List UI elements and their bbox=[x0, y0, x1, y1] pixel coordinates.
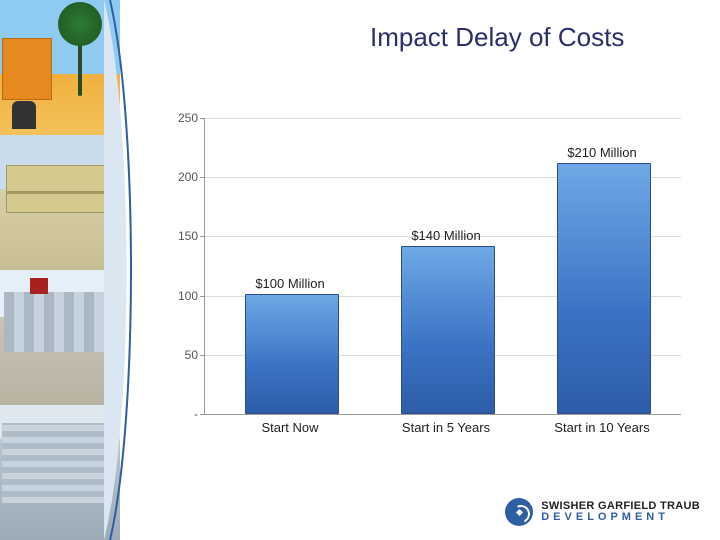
bar bbox=[557, 163, 651, 414]
bar-value-label: $210 Million bbox=[522, 145, 682, 160]
y-tick-label: 100 bbox=[158, 289, 198, 303]
bar bbox=[401, 246, 495, 414]
brand-tagline: DEVELOPMENT bbox=[541, 512, 700, 523]
x-category-label: Start in 10 Years bbox=[522, 420, 682, 435]
logo-text: SWISHER GARFIELD TRAUB DEVELOPMENT bbox=[541, 501, 700, 523]
plot-area bbox=[204, 118, 681, 415]
y-tick-mark bbox=[200, 296, 204, 297]
y-tick-mark bbox=[200, 236, 204, 237]
left-image-strip bbox=[0, 0, 120, 540]
strip-image-4 bbox=[0, 405, 120, 540]
strip-image-1 bbox=[0, 0, 120, 135]
x-category-label: Start Now bbox=[210, 420, 370, 435]
bar-value-label: $140 Million bbox=[366, 228, 526, 243]
y-tick-label: 150 bbox=[158, 229, 198, 243]
slide-title: Impact Delay of Costs bbox=[370, 22, 624, 53]
y-tick-label: 250 bbox=[158, 111, 198, 125]
footer-logo: SWISHER GARFIELD TRAUB DEVELOPMENT bbox=[505, 498, 700, 526]
y-tick-mark bbox=[200, 118, 204, 119]
curve-accent bbox=[104, 0, 144, 540]
gridline bbox=[205, 118, 681, 119]
y-tick-mark bbox=[200, 414, 204, 415]
logo-icon bbox=[505, 498, 533, 526]
y-tick-label: - bbox=[158, 407, 198, 421]
bar-value-label: $100 Million bbox=[210, 276, 370, 291]
x-category-label: Start in 5 Years bbox=[366, 420, 526, 435]
bar bbox=[245, 294, 339, 414]
y-tick-label: 200 bbox=[158, 170, 198, 184]
y-tick-mark bbox=[200, 355, 204, 356]
y-tick-label: 50 bbox=[158, 348, 198, 362]
slide: Impact Delay of Costs - 50 100 150 200 250 $10… bbox=[0, 0, 720, 540]
cost-chart: -50100150200250$100 MillionStart Now$140… bbox=[156, 118, 680, 448]
strip-image-3 bbox=[0, 270, 120, 405]
y-tick-mark bbox=[200, 177, 204, 178]
strip-image-2 bbox=[0, 135, 120, 270]
